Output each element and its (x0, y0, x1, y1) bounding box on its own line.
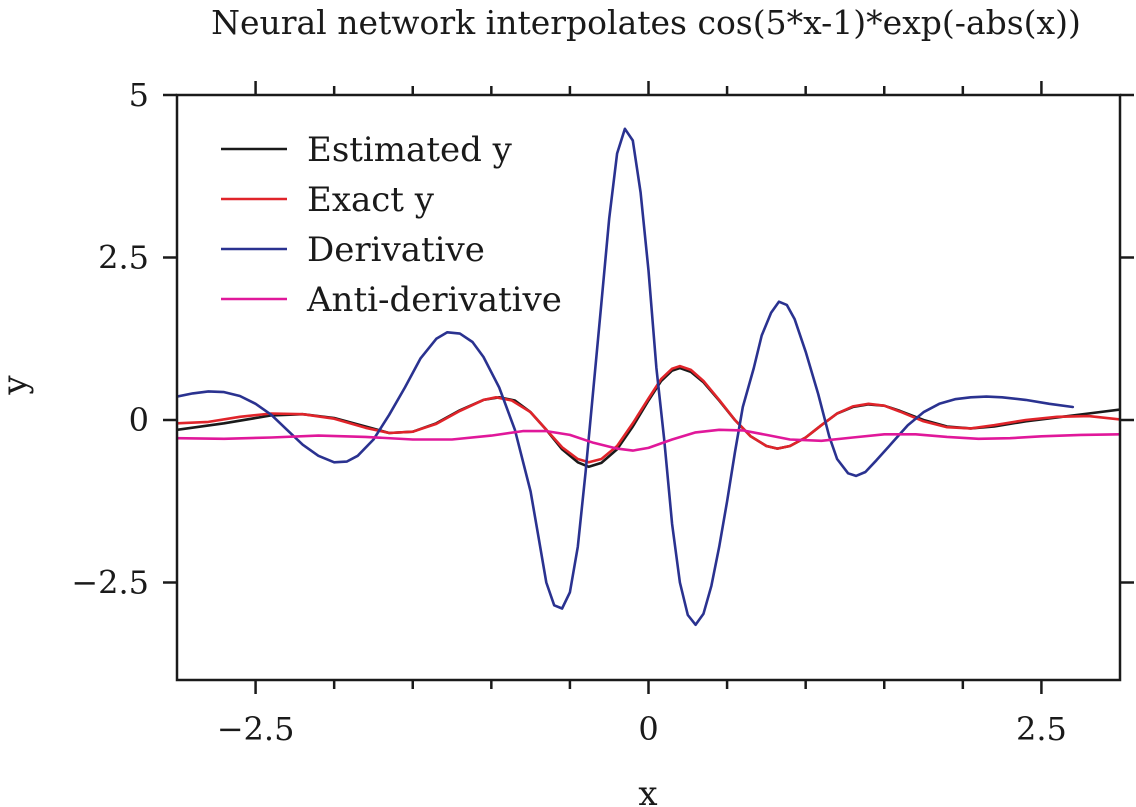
legend-label: Exact y (307, 180, 435, 220)
x-tick-label: 0 (638, 710, 658, 748)
legend-label: Derivative (307, 230, 485, 270)
series-line-exact-y (177, 364, 1120, 464)
legend-label: Anti-derivative (306, 280, 562, 320)
x-tick-label: −2.5 (217, 710, 295, 748)
y-tick-label: 2.5 (98, 239, 149, 277)
series-line-derivative (177, 127, 1075, 627)
series-group (177, 127, 1120, 627)
chart-title: Neural network interpolates cos(5*x-1)*e… (211, 3, 1081, 42)
y-tick-label: 0 (129, 401, 149, 439)
x-tick-label: 2.5 (1016, 710, 1067, 748)
x-axis-label: x (638, 774, 657, 807)
legend: Estimated y Exact y Derivative Anti-derivat… (221, 130, 562, 320)
series-line-anti-derivative (177, 428, 1120, 452)
plot-frame (175, 93, 1122, 682)
legend-label: Estimated y (307, 130, 513, 170)
y-tick-label: −2.5 (71, 564, 149, 602)
y-tick-label: 5 (129, 76, 149, 114)
ticks: −2.5 0 2.5 5 2.5 0 −2.5 (71, 76, 1134, 748)
y-axis-label: y (0, 375, 35, 396)
